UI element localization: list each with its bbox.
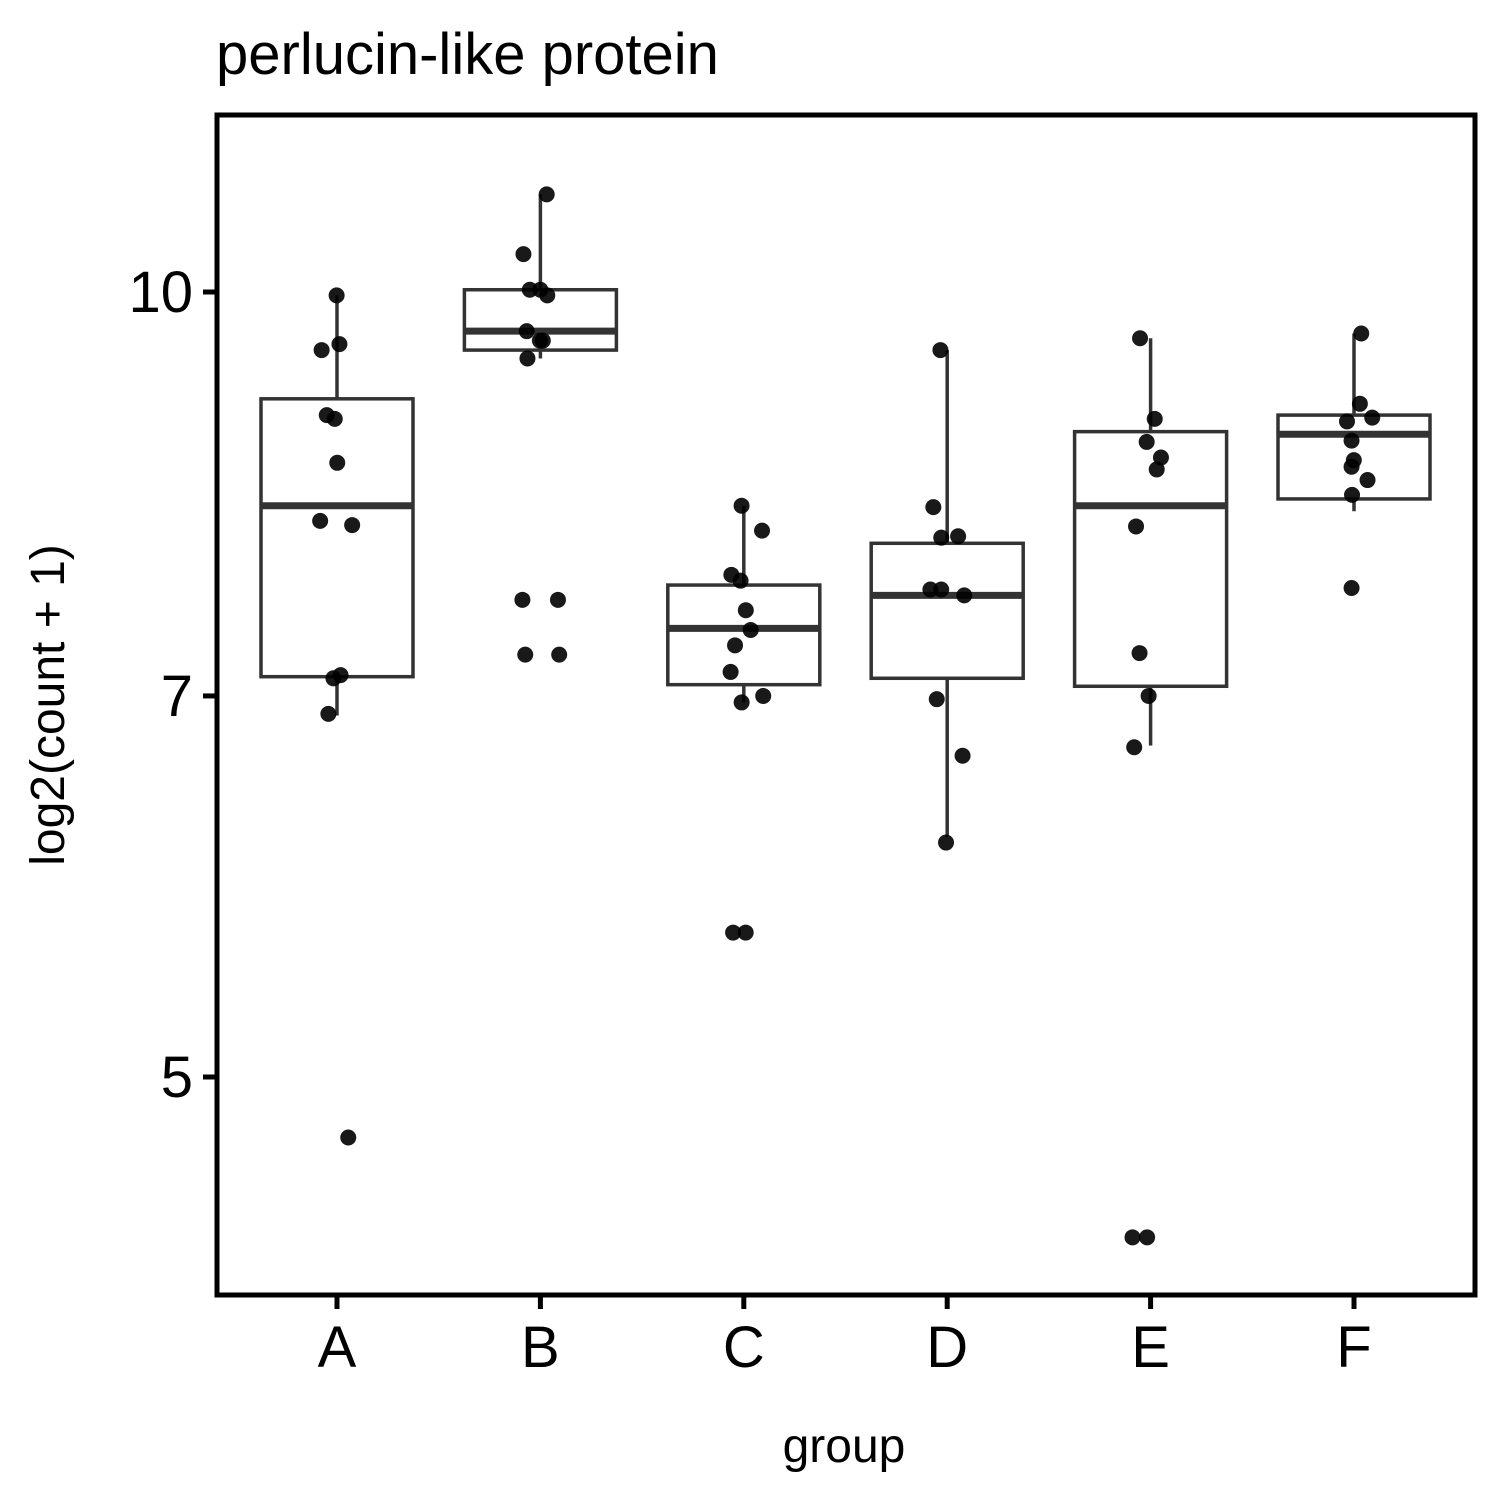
data-point bbox=[539, 287, 556, 304]
points-B bbox=[514, 186, 568, 663]
chart-title: perlucin-like protein bbox=[216, 22, 719, 87]
data-point bbox=[733, 497, 750, 514]
data-point bbox=[956, 587, 973, 604]
x-axis-title: group bbox=[783, 1420, 906, 1473]
data-point bbox=[755, 687, 772, 704]
data-point bbox=[727, 637, 744, 654]
data-point bbox=[754, 522, 771, 539]
x-axis: A B C D E F bbox=[318, 1295, 1372, 1380]
x-tick-label: F bbox=[1336, 1315, 1371, 1380]
data-point bbox=[325, 670, 342, 687]
data-point bbox=[928, 691, 945, 708]
points-C bbox=[722, 497, 772, 941]
data-point bbox=[1138, 433, 1155, 450]
box-iqr bbox=[666, 583, 822, 687]
data-point bbox=[320, 705, 337, 722]
data-point bbox=[1364, 409, 1381, 426]
plot-area bbox=[259, 186, 1432, 1246]
box-E bbox=[1072, 338, 1229, 746]
data-point bbox=[518, 323, 535, 340]
y-axis: 5 7 10 bbox=[128, 260, 217, 1110]
x-tick-label: B bbox=[521, 1315, 560, 1380]
data-point bbox=[1338, 413, 1355, 430]
data-point bbox=[329, 454, 346, 471]
y-tick-label: 7 bbox=[161, 664, 193, 729]
x-tick-label: D bbox=[926, 1315, 968, 1380]
data-point bbox=[1351, 395, 1368, 412]
points-F bbox=[1338, 325, 1381, 596]
data-point bbox=[737, 924, 754, 941]
data-point bbox=[1343, 458, 1360, 475]
data-point bbox=[933, 529, 950, 546]
data-point bbox=[722, 663, 739, 680]
x-tick-label: C bbox=[723, 1315, 765, 1380]
data-point bbox=[551, 646, 568, 663]
box-iqr bbox=[259, 397, 415, 679]
data-point bbox=[514, 591, 531, 608]
data-point bbox=[328, 287, 345, 304]
data-point bbox=[531, 332, 548, 349]
data-point bbox=[344, 517, 361, 534]
data-point bbox=[932, 342, 949, 359]
data-point bbox=[521, 281, 538, 298]
y-axis-title: log2(count + 1) bbox=[22, 544, 75, 866]
data-point bbox=[1139, 1229, 1156, 1246]
data-point bbox=[313, 342, 330, 359]
data-point bbox=[732, 572, 749, 589]
data-point bbox=[1131, 645, 1148, 662]
data-point bbox=[922, 581, 939, 598]
points-A bbox=[312, 287, 361, 1146]
box-A bbox=[259, 295, 415, 716]
data-point bbox=[340, 1129, 357, 1146]
data-point bbox=[925, 499, 942, 516]
y-tick-label: 5 bbox=[161, 1045, 193, 1110]
data-point bbox=[515, 246, 532, 263]
data-point bbox=[733, 694, 750, 711]
y-tick-label: 10 bbox=[128, 260, 193, 325]
data-point bbox=[326, 410, 343, 427]
data-point bbox=[1343, 579, 1360, 596]
box-iqr bbox=[869, 541, 1025, 681]
data-point bbox=[517, 646, 534, 663]
points-E bbox=[1124, 330, 1169, 1246]
box-C bbox=[666, 505, 822, 703]
x-tick-label: A bbox=[318, 1315, 357, 1380]
data-point bbox=[1124, 1229, 1141, 1246]
data-point bbox=[950, 528, 967, 545]
box-D bbox=[869, 350, 1025, 838]
data-point bbox=[1148, 461, 1165, 478]
data-point bbox=[1359, 472, 1376, 489]
x-tick-label: E bbox=[1131, 1315, 1170, 1380]
data-point bbox=[725, 924, 742, 941]
points-D bbox=[922, 342, 973, 851]
data-point bbox=[331, 336, 348, 353]
data-point bbox=[742, 621, 759, 638]
data-point bbox=[938, 834, 955, 851]
data-point bbox=[737, 602, 754, 619]
data-point bbox=[312, 512, 329, 529]
data-point bbox=[538, 186, 555, 203]
data-point bbox=[1343, 432, 1360, 449]
data-point bbox=[1126, 739, 1143, 756]
panel-border bbox=[214, 112, 1478, 1298]
data-point bbox=[1344, 486, 1361, 503]
data-point bbox=[1140, 687, 1157, 704]
data-point bbox=[954, 747, 971, 764]
data-point bbox=[1146, 410, 1163, 427]
data-point bbox=[1128, 518, 1145, 535]
data-point bbox=[1132, 330, 1149, 347]
data-point bbox=[519, 350, 536, 367]
data-point bbox=[1353, 325, 1370, 342]
data-point bbox=[549, 591, 566, 608]
